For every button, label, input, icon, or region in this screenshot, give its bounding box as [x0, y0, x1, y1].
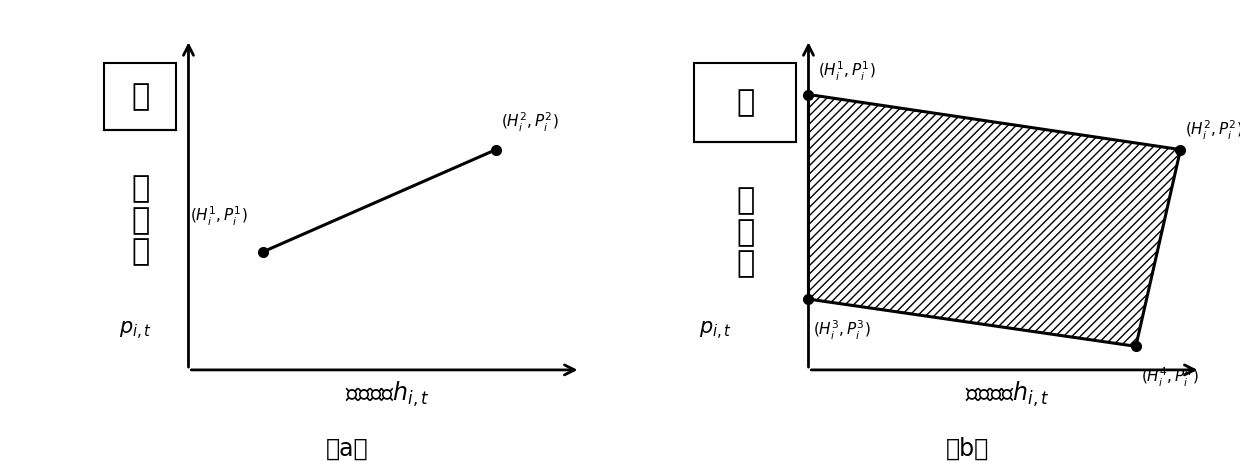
Text: $(H^2_i,P^2_i)$: $(H^2_i,P^2_i)$: [1185, 118, 1240, 142]
Text: 供: 供: [131, 82, 149, 111]
Text: 供: 供: [737, 88, 754, 117]
Text: $(H^4_i,P^4_i)$: $(H^4_i,P^4_i)$: [1141, 366, 1199, 389]
Text: 电
出
力: 电 出 力: [131, 174, 149, 266]
Text: $(H^1_i,P^1_i)$: $(H^1_i,P^1_i)$: [190, 205, 248, 228]
Text: 电
出
力: 电 出 力: [737, 186, 754, 278]
Text: （a）: （a）: [326, 437, 368, 461]
Text: （b）: （b）: [946, 437, 988, 461]
Text: $p_{i,t}$: $p_{i,t}$: [699, 319, 733, 342]
Text: 供热出力$h_{i,t}$: 供热出力$h_{i,t}$: [345, 380, 429, 409]
FancyBboxPatch shape: [694, 63, 796, 142]
Text: $(H^1_i,P^1_i)$: $(H^1_i,P^1_i)$: [818, 60, 877, 83]
FancyBboxPatch shape: [104, 63, 176, 130]
Text: $(H^3_i,P^3_i)$: $(H^3_i,P^3_i)$: [813, 319, 872, 342]
Text: 供热出力$h_{i,t}$: 供热出力$h_{i,t}$: [965, 380, 1049, 409]
Text: $(H^2_i,P^2_i)$: $(H^2_i,P^2_i)$: [501, 110, 559, 134]
Polygon shape: [808, 94, 1180, 346]
Text: $p_{i,t}$: $p_{i,t}$: [119, 319, 153, 342]
